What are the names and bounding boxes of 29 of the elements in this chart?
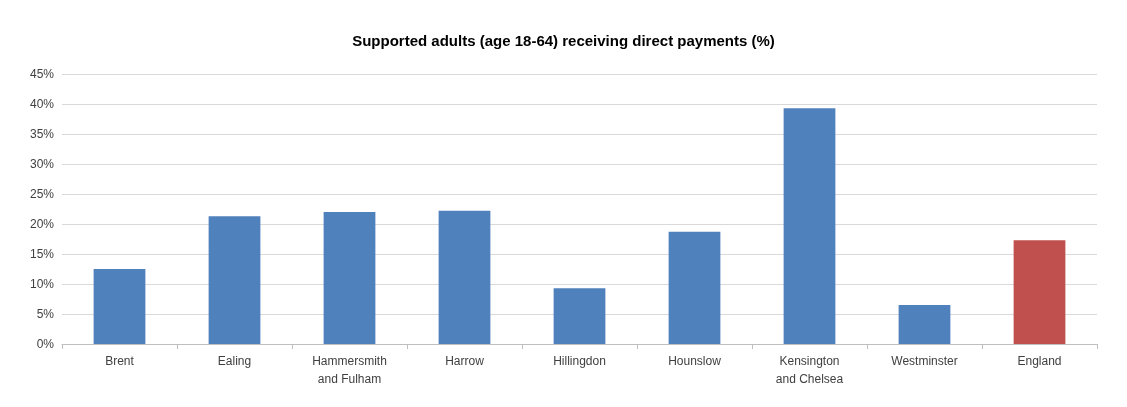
y-tick-label: 35% (29, 127, 55, 141)
bar (438, 210, 491, 344)
bar (898, 305, 951, 344)
y-tick-label: 0% (36, 337, 55, 351)
x-tick-label: Harrow (445, 354, 485, 368)
y-tick-label: 20% (29, 217, 55, 231)
y-tick-label: 25% (29, 187, 55, 201)
bar (668, 231, 721, 344)
y-tick-label: 15% (29, 247, 55, 261)
x-tick-label: Hammersmith and Fulham (312, 354, 387, 386)
y-tick-label: 10% (29, 277, 55, 291)
x-tick-label: Brent (105, 354, 135, 368)
x-tick-label: Kensington and Chelsea (775, 354, 844, 386)
y-tick-label: 30% (29, 157, 55, 171)
bar (553, 288, 606, 344)
y-tick-label: 5% (36, 307, 55, 321)
x-tick-label: Westminster (891, 354, 958, 368)
bar (1013, 240, 1066, 344)
x-tick-label: Ealing (217, 354, 252, 368)
x-tick-label: Hillingdon (553, 354, 606, 368)
bar (783, 108, 836, 344)
chart-title: Supported adults (age 18-64) receiving direct payments (%) (352, 32, 775, 49)
x-tick-label: England (1017, 354, 1062, 368)
y-tick-label: 40% (29, 97, 55, 111)
bar (93, 269, 146, 344)
y-tick-label: 45% (29, 67, 55, 81)
x-tick-label: Hounslow (668, 354, 722, 368)
bar (323, 212, 376, 344)
bar (208, 216, 261, 344)
